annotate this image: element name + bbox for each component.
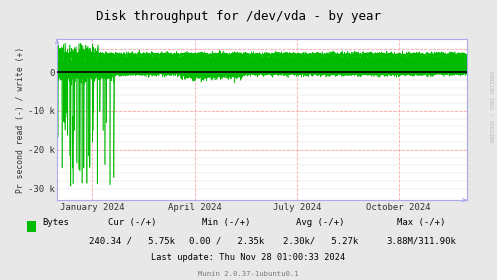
Text: Bytes: Bytes (42, 218, 69, 227)
Text: Max (-/+): Max (-/+) (397, 218, 446, 227)
Text: RRDTOOL / TOBI OETIKER: RRDTOOL / TOBI OETIKER (491, 71, 496, 142)
Text: Munin 2.0.37-1ubuntu0.1: Munin 2.0.37-1ubuntu0.1 (198, 271, 299, 277)
Text: 3.88M/311.90k: 3.88M/311.90k (387, 236, 456, 245)
Text: 2.30k/   5.27k: 2.30k/ 5.27k (283, 236, 358, 245)
Text: 0.00 /   2.35k: 0.00 / 2.35k (188, 236, 264, 245)
Text: Min (-/+): Min (-/+) (202, 218, 250, 227)
Text: Avg (-/+): Avg (-/+) (296, 218, 345, 227)
Text: 240.34 /   5.75k: 240.34 / 5.75k (88, 236, 175, 245)
Text: Last update: Thu Nov 28 01:00:33 2024: Last update: Thu Nov 28 01:00:33 2024 (152, 253, 345, 262)
Y-axis label: Pr second read (-) / write (+): Pr second read (-) / write (+) (16, 46, 25, 193)
Text: Cur (-/+): Cur (-/+) (107, 218, 156, 227)
Text: Disk throughput for /dev/vda - by year: Disk throughput for /dev/vda - by year (96, 10, 381, 23)
